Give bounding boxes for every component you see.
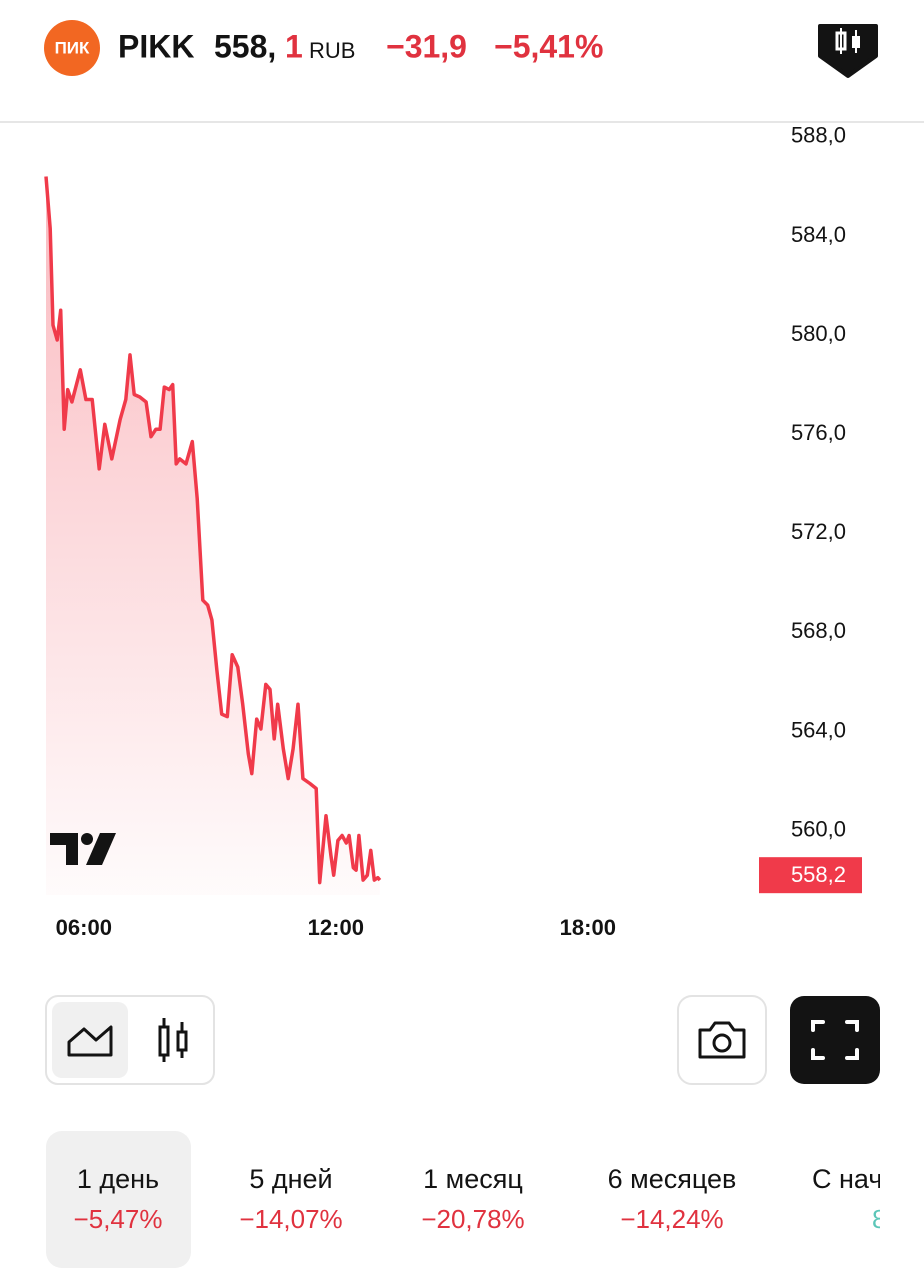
period-change: −14,24% — [620, 1204, 723, 1234]
y-tick-label: 564,0 — [791, 717, 846, 742]
price-last-digit: 1 — [285, 28, 303, 64]
price-change-percent: −5,41% — [494, 28, 603, 64]
screenshot-button[interactable] — [677, 995, 767, 1085]
price-line — [44, 176, 382, 885]
price: 558, — [214, 28, 276, 64]
selected-period-bg — [46, 1131, 191, 1268]
area-style-button[interactable] — [52, 1002, 128, 1078]
period-tab[interactable]: 6 месяцев −14,24% — [608, 1164, 737, 1234]
candle-style-button[interactable] — [158, 1018, 188, 1062]
price-area — [46, 176, 380, 895]
period-tab[interactable]: 5 дней −14,07% — [239, 1164, 342, 1234]
period-label: 6 месяцев — [608, 1164, 737, 1194]
period-change: −5,47% — [74, 1204, 163, 1234]
y-tick-label: 584,0 — [791, 222, 846, 247]
period-tab[interactable]: 1 день −5,47% — [74, 1164, 163, 1234]
currency: RUB — [309, 38, 355, 63]
x-tick-label: 18:00 — [560, 915, 616, 940]
period-change: −20,78% — [421, 1204, 524, 1234]
tradingview-logo — [50, 833, 116, 865]
fullscreen-button[interactable] — [790, 996, 880, 1084]
period-change: 8 — [872, 1204, 886, 1234]
last-price-label: 558,2 — [791, 862, 846, 887]
period-label: 5 дней — [249, 1164, 332, 1194]
y-tick-label: 576,0 — [791, 420, 846, 445]
period-label: 1 месяц — [423, 1164, 523, 1194]
chart: 560,0 564,0 568,0 572,0 576,0 580,0 584,0 588,0… — [44, 123, 862, 940]
x-tick-label: 12:00 — [308, 915, 364, 940]
logo-text: ПИК — [55, 38, 90, 57]
logo — [44, 20, 100, 76]
candle-badge[interactable] — [818, 24, 878, 78]
y-tick-label: 572,0 — [791, 519, 846, 544]
period-change: −14,07% — [239, 1204, 342, 1234]
y-tick-label: 560,0 — [791, 816, 846, 841]
period-tab[interactable]: С нач 8 — [812, 1164, 886, 1234]
period-label: 1 день — [77, 1164, 159, 1194]
period-label: С нач — [812, 1164, 882, 1194]
y-tick-label: 568,0 — [791, 618, 846, 643]
x-tick-label: 06:00 — [56, 915, 112, 940]
period-tabs: 1 день −5,47% 5 дней −14,07% 1 месяц −20,78% 6… — [74, 1164, 886, 1234]
ticker: PIKK — [118, 28, 194, 64]
period-tab[interactable]: 1 месяц −20,78% — [421, 1164, 524, 1234]
price-change: −31,9 — [386, 28, 467, 64]
y-tick-label: 580,0 — [791, 321, 846, 346]
last-price-box — [759, 857, 862, 894]
y-tick-label: 588,0 — [791, 123, 846, 148]
